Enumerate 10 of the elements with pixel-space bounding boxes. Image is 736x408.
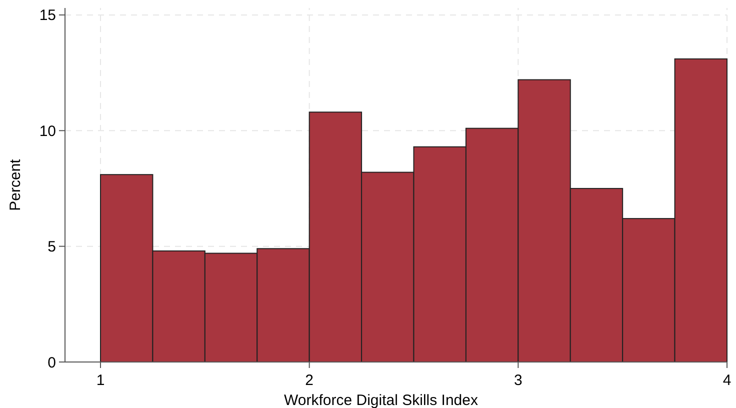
y-tick-label: 5 bbox=[48, 238, 56, 256]
y-tick-label: 15 bbox=[39, 7, 56, 24]
x-tick-label: 2 bbox=[305, 372, 314, 389]
x-tick-label: 3 bbox=[514, 372, 522, 389]
x-tick-label: 4 bbox=[722, 372, 732, 389]
x-tick-label: 1 bbox=[96, 372, 105, 389]
y-axis-title: Percent bbox=[7, 158, 24, 211]
x-axis-title: Workforce Digital Skills Index bbox=[284, 392, 478, 408]
y-tick-label: 10 bbox=[39, 122, 56, 140]
y-tick-label: 0 bbox=[48, 354, 56, 372]
